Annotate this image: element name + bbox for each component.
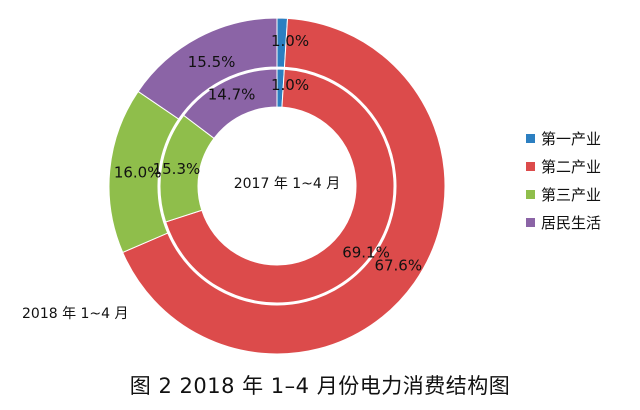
chart-legend: 第一产业 第二产业 第三产业 居民生活 [526,124,601,236]
outer-ring-slice-residential [137,17,278,120]
outer-ring-slice-secondary-industry [122,17,446,355]
donut-chart: 1.0% 67.6% 16.0% 15.5% 1.0% 69.1% 15.3% 14.7% 2… [22,17,446,355]
inner-ring-label-primary-industry: 1.0% [271,76,309,94]
outer-ring-label-residential: 15.5% [188,53,236,71]
legend-item-tertiary-industry: 第三产业 [526,180,601,208]
outer-ring-label-secondary-industry: 67.6% [374,256,422,274]
legend-swatch [526,133,535,143]
legend-label: 第二产业 [541,157,602,176]
figure-caption: 图 2 2018 年 1–4 月份电力消费结构图 [129,374,511,398]
inner-ring-label-tertiary-industry: 15.3% [153,160,201,178]
inner-ring-label-residential: 14.7% [208,86,256,104]
legend-item-residential: 居民生活 [526,208,601,236]
outer-ring-label-primary-industry: 1.0% [271,32,309,50]
inner-ring-series-label: 2017 年 1~4 月 [234,176,341,192]
legend-swatch [526,217,535,227]
legend-item-primary-industry: 第一产业 [526,124,601,152]
inner-ring-slice-secondary-industry [165,68,395,304]
inner-ring-label-secondary-industry: 69.1% [342,243,390,261]
legend-item-secondary-industry: 第二产业 [526,152,601,180]
outer-ring-series-label: 2018 年 1~4 月 [22,306,129,322]
outer-ring-label-tertiary-industry: 16.0% [114,164,162,182]
legend-label: 居民生活 [541,213,602,232]
legend-label: 第一产业 [541,129,602,148]
legend-swatch [526,161,535,171]
legend-label: 第三产业 [541,185,602,204]
legend-swatch [526,189,535,199]
inner-ring-slice-residential [183,68,278,140]
